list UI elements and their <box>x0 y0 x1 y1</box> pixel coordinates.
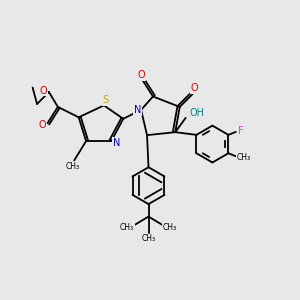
Text: N: N <box>113 138 120 148</box>
Text: N: N <box>134 105 141 115</box>
Text: O: O <box>40 85 47 96</box>
Text: CH₃: CH₃ <box>163 224 177 232</box>
Text: O: O <box>191 83 198 93</box>
Text: CH₃: CH₃ <box>142 234 156 243</box>
Text: O: O <box>137 70 145 80</box>
Text: CH₃: CH₃ <box>236 153 250 162</box>
Text: O: O <box>38 120 46 130</box>
Text: OH: OH <box>189 108 204 118</box>
Text: CH₃: CH₃ <box>120 224 134 232</box>
Text: CH₃: CH₃ <box>66 162 80 171</box>
Text: S: S <box>102 95 109 105</box>
Text: F: F <box>238 126 244 136</box>
